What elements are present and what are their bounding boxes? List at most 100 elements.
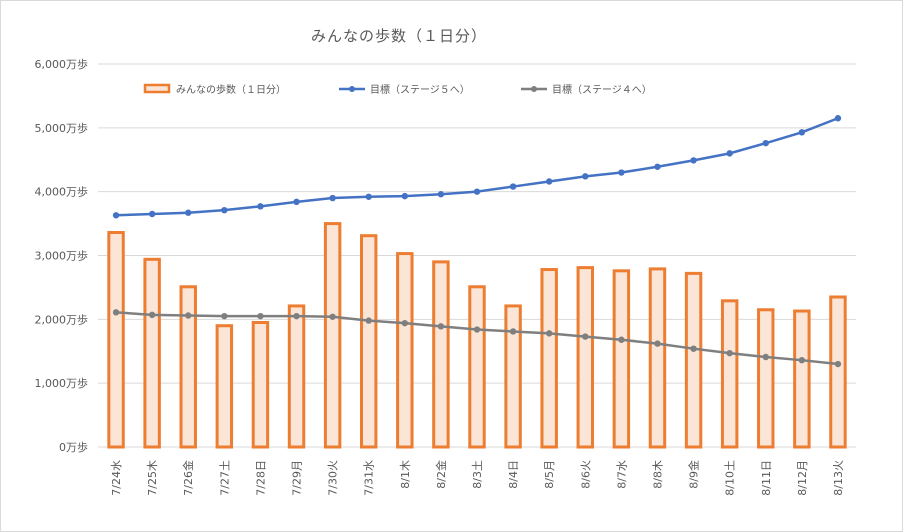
bar bbox=[612, 269, 631, 449]
bar bbox=[468, 285, 486, 449]
y-axis: 0万歩 1,000万歩 2,000万歩 3,000万歩 4,000万歩 5,000万歩 6,… bbox=[35, 57, 89, 454]
x-tick-label: 7/30火 bbox=[327, 460, 340, 496]
line-point bbox=[690, 157, 697, 164]
line-point bbox=[690, 345, 697, 352]
line-point bbox=[221, 312, 228, 320]
y-tick-label: 0万歩 bbox=[59, 440, 88, 454]
bar bbox=[684, 271, 703, 449]
x-tick-label: 8/7水 bbox=[615, 460, 628, 489]
line-point bbox=[293, 312, 300, 320]
bar bbox=[251, 321, 270, 449]
bar bbox=[323, 222, 342, 449]
bar bbox=[540, 268, 558, 449]
x-tick-label: 7/28日 bbox=[254, 460, 267, 496]
line-point bbox=[473, 188, 481, 195]
bar bbox=[576, 266, 595, 449]
bar bbox=[396, 252, 414, 449]
bar-series bbox=[107, 222, 847, 449]
x-tick-label: 8/8木 bbox=[651, 460, 664, 489]
line-point bbox=[726, 349, 733, 357]
y-tick-label: 1,000万歩 bbox=[35, 376, 89, 390]
line-point bbox=[509, 183, 517, 190]
chart-title: みんなの歩数（１日分） bbox=[311, 27, 487, 45]
line-point bbox=[798, 356, 806, 364]
line-point bbox=[545, 330, 553, 337]
bar bbox=[107, 231, 125, 449]
line-point bbox=[582, 173, 589, 180]
legend-swatch-marker bbox=[531, 86, 537, 92]
line-point bbox=[148, 311, 156, 319]
x-tick-label: 8/5月 bbox=[543, 460, 556, 489]
line-point bbox=[329, 194, 336, 202]
line-point bbox=[185, 209, 192, 216]
line-series bbox=[112, 115, 842, 368]
x-tick-label: 8/10土 bbox=[724, 460, 737, 496]
x-tick-label: 7/26金 bbox=[181, 460, 195, 496]
line-point bbox=[726, 150, 733, 157]
y-tick-label: 5,000万歩 bbox=[35, 121, 89, 135]
x-tick-label: 8/11日 bbox=[760, 460, 773, 496]
legend-label: 目標（ステージ５へ） bbox=[370, 83, 470, 96]
bar bbox=[432, 260, 450, 449]
line-point bbox=[257, 203, 264, 210]
line-point bbox=[654, 340, 661, 347]
legend-label: 目標（ステージ４へ） bbox=[552, 83, 652, 96]
line-point bbox=[437, 323, 445, 330]
line-point bbox=[365, 317, 372, 324]
x-tick-label: 7/27土 bbox=[218, 460, 231, 496]
line-point bbox=[618, 336, 625, 343]
line-point bbox=[365, 193, 372, 200]
bar bbox=[287, 304, 306, 449]
line-point bbox=[762, 139, 769, 147]
line-point bbox=[148, 210, 156, 218]
line-point bbox=[112, 212, 120, 219]
line-point bbox=[834, 115, 842, 122]
x-tick-label: 8/13火 bbox=[832, 460, 845, 496]
line-point bbox=[762, 353, 769, 361]
line-point bbox=[329, 313, 336, 320]
line-point bbox=[473, 326, 481, 333]
line-point bbox=[437, 191, 445, 198]
bar bbox=[648, 267, 667, 449]
line-point bbox=[112, 309, 120, 316]
line-point bbox=[834, 360, 842, 368]
line-point bbox=[257, 312, 264, 320]
x-tick-label: 7/25木 bbox=[146, 460, 159, 496]
x-tick-label: 8/2金 bbox=[434, 460, 448, 489]
x-tick-label: 8/1木 bbox=[399, 460, 412, 489]
line-point bbox=[582, 333, 589, 340]
legend-swatch-marker bbox=[349, 86, 355, 92]
bar bbox=[143, 257, 161, 449]
line-point bbox=[545, 178, 553, 185]
bar bbox=[793, 309, 811, 449]
line-point bbox=[654, 163, 661, 170]
series-line bbox=[116, 117, 839, 217]
y-tick-label: 6,000万歩 bbox=[35, 57, 89, 71]
line-point bbox=[618, 169, 625, 176]
x-tick-label: 8/4日 bbox=[507, 460, 520, 489]
x-axis: 7/24水 7/25木 7/26金 7/27土 7/28日 7/29月 7/30火 7/31水… bbox=[110, 460, 845, 496]
x-tick-label: 7/24水 bbox=[110, 460, 123, 496]
legend: みんなの歩数（１日分） 目標（ステージ５へ） 目標（ステージ４へ） bbox=[143, 83, 652, 96]
line-point bbox=[185, 312, 192, 319]
bar bbox=[359, 234, 378, 449]
line-point bbox=[401, 319, 409, 327]
y-tick-label: 3,000万歩 bbox=[35, 249, 89, 263]
line-point bbox=[509, 328, 517, 335]
x-tick-label: 8/6火 bbox=[579, 460, 592, 489]
legend-swatch-bar bbox=[143, 83, 171, 94]
bar bbox=[720, 299, 739, 449]
bar bbox=[179, 285, 197, 449]
y-tick-label: 4,000万歩 bbox=[35, 185, 89, 199]
x-tick-label: 8/3土 bbox=[471, 460, 484, 489]
bar bbox=[504, 304, 522, 449]
bar bbox=[829, 295, 847, 449]
line-point bbox=[798, 129, 806, 136]
legend-label: みんなの歩数（１日分） bbox=[176, 83, 286, 96]
line-point bbox=[401, 192, 409, 200]
x-tick-label: 8/9金 bbox=[687, 460, 701, 489]
x-tick-label: 7/31水 bbox=[363, 460, 376, 496]
bar bbox=[215, 324, 234, 449]
line-point bbox=[221, 206, 228, 214]
